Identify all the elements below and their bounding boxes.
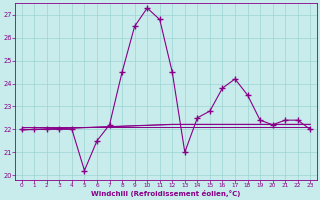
X-axis label: Windchill (Refroidissement éolien,°C): Windchill (Refroidissement éolien,°C) [91,190,241,197]
